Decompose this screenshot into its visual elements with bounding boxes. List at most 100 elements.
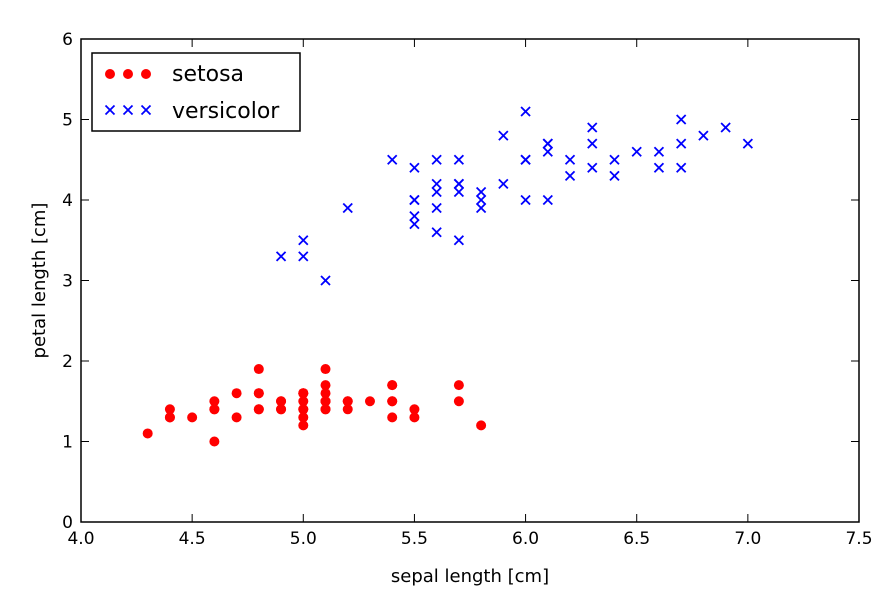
point-versicolor — [698, 130, 709, 141]
x-tick-label: 7.5 — [845, 529, 872, 549]
point-setosa — [231, 388, 242, 399]
point-setosa — [320, 364, 331, 375]
point-versicolor — [587, 162, 598, 173]
y-tick-label: 3 — [62, 272, 73, 292]
legend-marker-versicolor — [122, 104, 134, 116]
point-versicolor — [387, 154, 398, 165]
legend-marker-setosa — [123, 69, 133, 79]
y-tick-label: 0 — [62, 513, 73, 533]
point-versicolor — [564, 170, 576, 181]
point-versicolor — [320, 275, 331, 286]
x-tick-label: 5.0 — [290, 529, 317, 549]
point-setosa — [142, 428, 153, 439]
point-versicolor — [453, 154, 465, 165]
point-versicolor — [431, 227, 442, 238]
point-setosa — [320, 404, 331, 415]
legend-markers — [104, 69, 152, 116]
point-versicolor — [564, 154, 576, 165]
point-setosa — [453, 396, 464, 407]
point-setosa — [298, 404, 309, 415]
point-setosa — [276, 404, 287, 415]
point-versicolor — [742, 138, 753, 149]
point-setosa — [187, 412, 198, 423]
point-versicolor — [653, 146, 665, 157]
point-versicolor — [542, 194, 553, 206]
points-layer — [142, 106, 753, 447]
point-setosa — [364, 396, 375, 407]
point-setosa — [209, 404, 220, 415]
point-versicolor — [409, 194, 420, 206]
point-versicolor — [431, 202, 442, 214]
point-versicolor — [676, 114, 687, 125]
point-setosa — [253, 364, 264, 375]
x-tick-label: 4.0 — [67, 529, 94, 549]
point-versicolor — [342, 202, 353, 214]
point-versicolor — [498, 130, 509, 141]
point-setosa — [164, 404, 175, 415]
point-versicolor — [609, 154, 620, 165]
x-axis-label: sepal length [cm] — [391, 566, 549, 587]
point-setosa — [342, 396, 353, 407]
point-versicolor — [587, 122, 598, 133]
point-setosa — [453, 380, 464, 391]
point-setosa — [320, 380, 331, 391]
legend: setosa versicolor — [91, 52, 301, 132]
point-versicolor — [498, 178, 509, 190]
point-setosa — [298, 412, 309, 423]
point-versicolor — [587, 138, 598, 149]
point-setosa — [387, 396, 398, 407]
point-versicolor — [298, 235, 309, 246]
legend-label-versicolor: versicolor — [172, 99, 280, 124]
y-tick-label: 6 — [62, 30, 73, 50]
x-tick-label: 6.0 — [512, 529, 539, 549]
point-setosa — [409, 404, 420, 415]
point-setosa — [476, 420, 487, 431]
point-versicolor — [409, 219, 420, 230]
point-setosa — [409, 412, 420, 423]
legend-frame — [91, 52, 301, 132]
legend-marker-setosa — [141, 69, 151, 79]
point-versicolor — [475, 202, 487, 214]
point-versicolor — [453, 235, 465, 246]
ticks-layer: 4.0 4.5 5.0 5.5 6.0 6.5 7.0 7.5 0 1 2 3 4 5 6 — [62, 30, 872, 549]
y-tick-label: 5 — [62, 111, 73, 131]
point-versicolor — [431, 154, 442, 165]
point-versicolor — [275, 251, 287, 262]
point-setosa — [320, 396, 331, 407]
point-setosa — [320, 388, 331, 399]
y-axis-label: petal length [cm] — [29, 203, 50, 359]
point-versicolor — [453, 178, 465, 190]
point-setosa — [209, 396, 220, 407]
point-versicolor — [453, 186, 465, 198]
x-tick-label: 4.5 — [179, 529, 206, 549]
point-setosa — [276, 396, 287, 407]
plot-frame — [80, 38, 860, 523]
x-tick-label: 6.5 — [623, 529, 650, 549]
point-versicolor — [631, 146, 642, 157]
point-setosa — [253, 404, 264, 415]
point-setosa — [298, 420, 309, 431]
point-setosa — [387, 412, 398, 423]
point-setosa — [387, 380, 398, 391]
point-versicolor — [609, 170, 620, 181]
point-setosa — [342, 404, 353, 415]
point-versicolor — [720, 122, 731, 133]
legend-marker-versicolor — [104, 104, 116, 116]
point-versicolor — [520, 106, 531, 117]
y-tick-label: 1 — [62, 433, 73, 453]
point-setosa — [164, 412, 175, 423]
point-versicolor — [475, 194, 487, 206]
legend-marker-setosa — [105, 69, 115, 79]
point-setosa — [209, 436, 220, 447]
x-tick-label: 5.5 — [401, 529, 428, 549]
point-versicolor — [676, 138, 687, 149]
point-setosa — [298, 388, 309, 399]
legend-label-setosa: setosa — [172, 62, 244, 87]
point-setosa — [253, 388, 264, 399]
point-versicolor — [676, 162, 687, 173]
point-versicolor — [653, 162, 665, 173]
point-versicolor — [431, 178, 442, 190]
point-versicolor — [542, 138, 553, 149]
point-setosa — [298, 396, 309, 407]
